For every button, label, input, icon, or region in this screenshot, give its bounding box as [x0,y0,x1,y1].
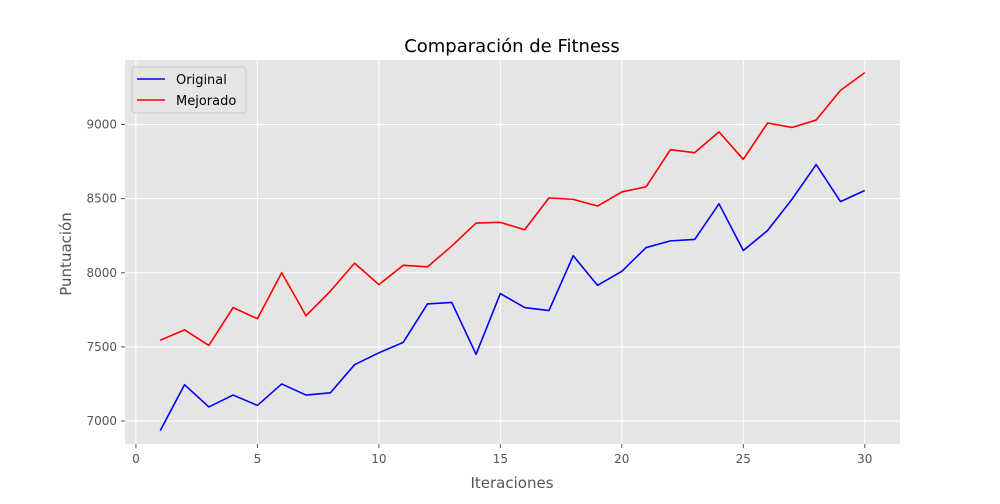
x-tick-label: 0 [132,452,140,466]
y-tick-label: 8500 [86,192,117,206]
x-tick-label: 15 [493,452,508,466]
y-tick-label: 9000 [86,117,117,131]
y-axis-label: Puntuación [57,212,75,295]
y-tick-label: 7500 [86,340,117,354]
y-tick-label: 7000 [86,414,117,428]
x-tick-label: 25 [736,452,751,466]
x-tick-label: 20 [614,452,629,466]
x-tick-label: 10 [371,452,386,466]
chart-title: Comparación de Fitness [404,36,620,57]
grid [125,60,900,444]
series-line-mejorado [159,71,866,347]
legend: Original Mejorado [131,66,247,114]
legend-label-mejorado: Mejorado [176,94,236,109]
plot-area [125,60,900,444]
x-tick-label: 30 [857,452,872,466]
tick-labels: 0 5 10 15 20 25 30 7000 7500 8000 8500 9000 [86,117,872,466]
series-line-original [159,163,866,432]
y-tick-label: 8000 [86,266,117,280]
x-tick-label: 5 [254,452,262,466]
legend-label-original: Original [176,73,227,88]
x-axis-label: Iteraciones [470,474,553,492]
series-lines [159,71,866,432]
